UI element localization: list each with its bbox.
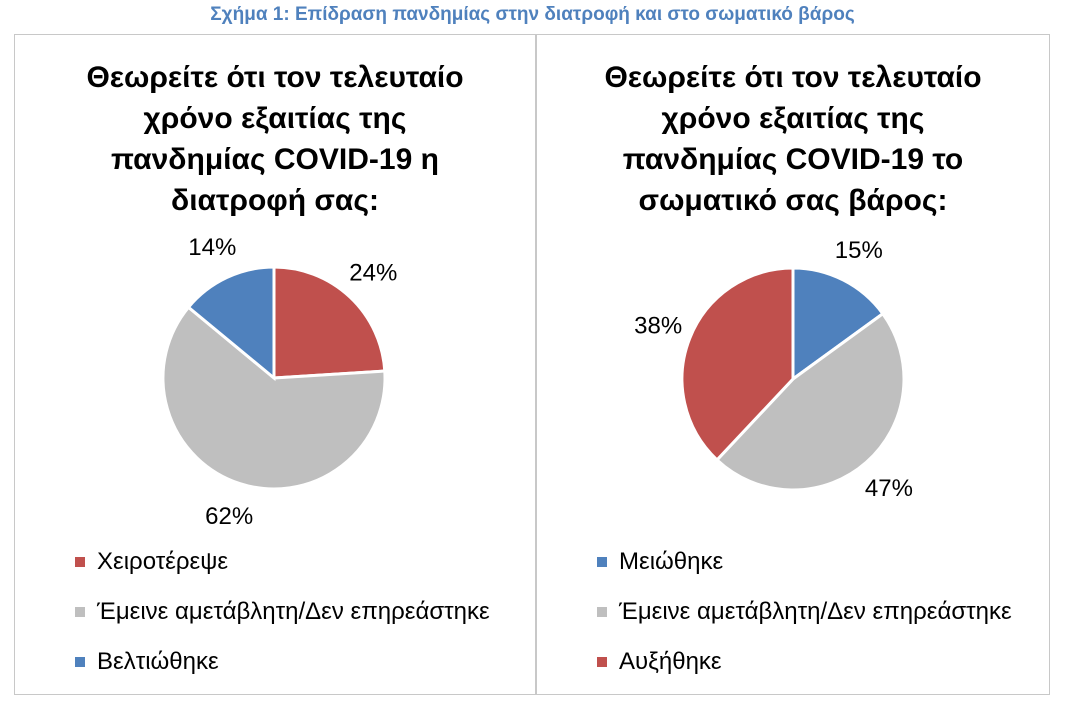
pie-data-label: 24%: [349, 259, 397, 286]
chart-title-line: διατροφή σας:: [171, 184, 379, 217]
pie-chart-diet: 24% 62% 14%: [161, 234, 397, 530]
chart-title-line: σωματικό σας βάρος:: [638, 184, 948, 217]
legend-swatch: [75, 557, 85, 567]
chart-title-diet: Θεωρείτε ότι τον τελευταίο χρόνο εξαιτία…: [15, 57, 535, 221]
chart-title-line: χρόνο εξαιτίας της: [661, 102, 925, 135]
legend-label: Χειροτέρεψε: [97, 548, 229, 575]
pie-data-label: 38%: [634, 313, 682, 340]
legend-swatch: [597, 657, 607, 667]
legend-label: Αυξήθηκε: [619, 648, 722, 675]
chart-panel-diet: Θεωρείτε ότι τον τελευταίο χρόνο εξαιτία…: [14, 34, 536, 695]
chart-title-line: πανδημίας COVID-19 η: [111, 143, 439, 176]
pie-slice: [161, 305, 387, 491]
legend-label: Βελτιώθηκε: [97, 648, 219, 675]
figure-caption: Σχήμα 1: Επίδραση πανδημίας στην διατροφ…: [210, 4, 855, 25]
chart-panel-weight: Θεωρείτε ότι τον τελευταίο χρόνο εξαιτία…: [536, 34, 1050, 695]
pie-slice: [791, 266, 885, 382]
legend-label: Έμεινε αμετάβλητη/Δεν επηρεάστηκε: [619, 598, 1012, 625]
legend-swatch: [597, 607, 607, 617]
chart-title-line: Θεωρείτε ότι τον τελευταίο: [86, 61, 464, 94]
pie-slice: [680, 266, 795, 463]
legend-label: Μειώθηκε: [619, 548, 724, 575]
chart-title-line: πανδημίας COVID-19 το: [622, 143, 964, 176]
chart-title-line: Θεωρείτε ότι τον τελευταίο: [604, 61, 982, 94]
pie-slice: [272, 265, 387, 380]
legend-swatch: [597, 557, 607, 567]
chart-title-weight: Θεωρείτε ότι τον τελευταίο χρόνο εξαιτία…: [537, 57, 1049, 221]
pie-chart-weight: 15% 47% 38%: [634, 237, 913, 502]
legend-swatch: [75, 607, 85, 617]
chart-title-line: χρόνο εξαιτίας της: [143, 102, 407, 135]
pie-slice: [714, 311, 906, 492]
legend-swatch: [75, 657, 85, 667]
pie-data-label: 14%: [188, 234, 236, 261]
legend-label: Έμεινε αμετάβλητη/Δεν επηρεάστηκε: [97, 598, 490, 625]
pie-data-label: 47%: [865, 475, 913, 502]
pie-slice: [186, 265, 276, 382]
pie-data-label: 15%: [835, 237, 883, 264]
pie-data-label: 62%: [205, 503, 253, 530]
